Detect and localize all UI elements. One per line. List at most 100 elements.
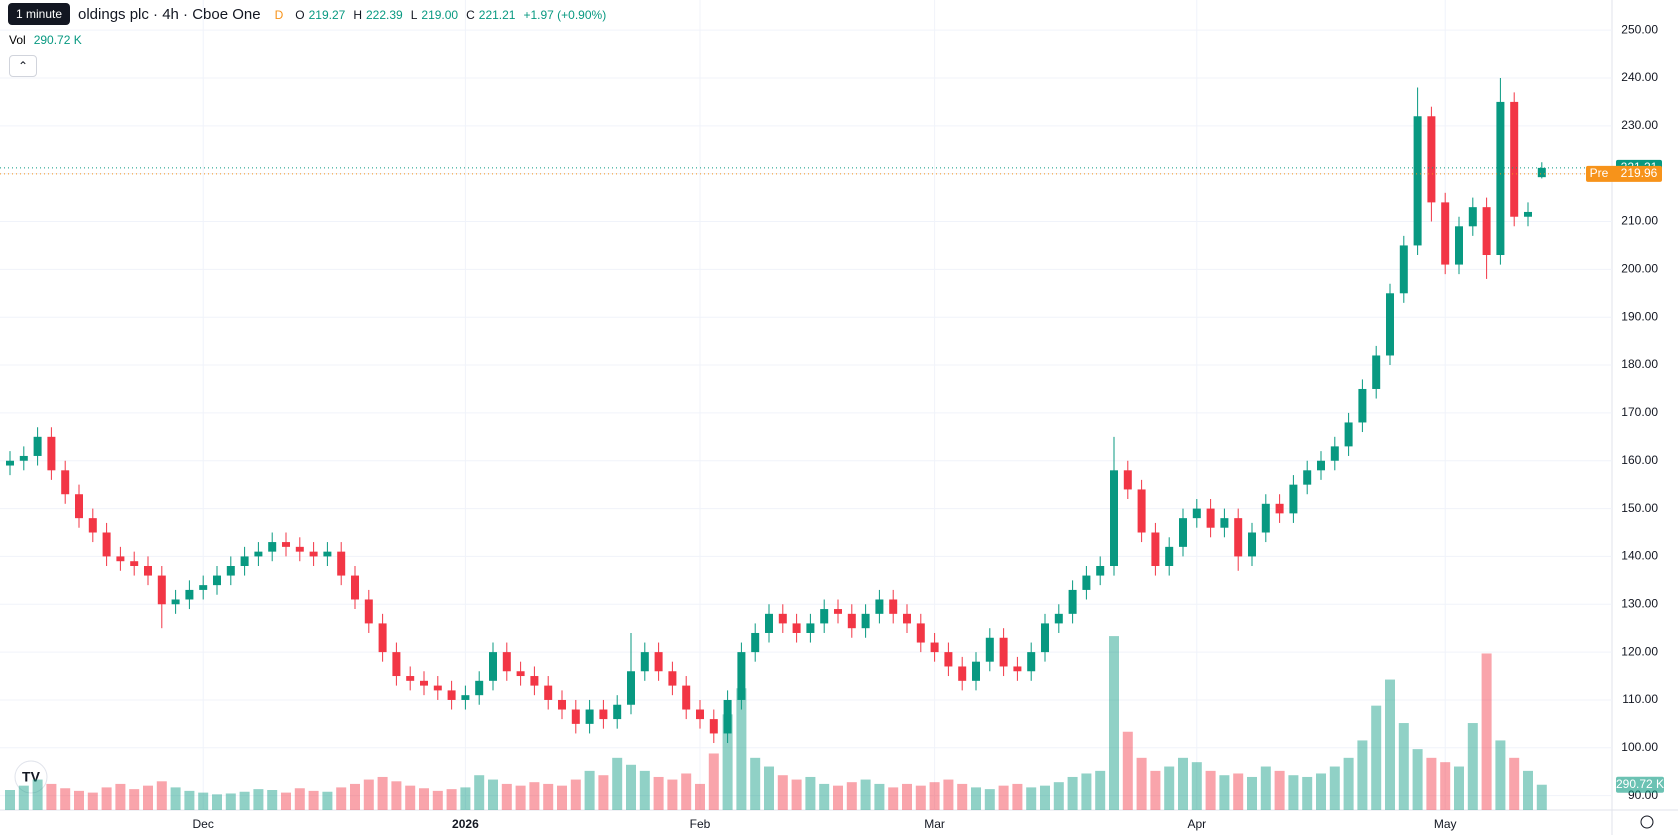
volume-bar	[281, 792, 291, 810]
x-tick-label: 2026	[452, 817, 479, 831]
candle-body	[171, 599, 180, 605]
candle-body	[6, 460, 14, 466]
volume-bar	[805, 776, 816, 810]
candle-body	[1206, 508, 1215, 528]
volume-bar	[1109, 636, 1119, 810]
volume-badge-label: 290.72 K	[1616, 777, 1664, 791]
volume-bar	[1136, 757, 1147, 810]
volume-bar	[1081, 773, 1092, 810]
volume-bar	[695, 783, 705, 810]
x-tick-label: May	[1434, 817, 1457, 831]
volume-bar	[639, 770, 650, 810]
volume-bar	[60, 788, 71, 810]
candle-body	[337, 551, 346, 576]
candle-body	[999, 637, 1008, 667]
y-tick-label: 100.00	[1621, 740, 1658, 754]
volume-bar	[1095, 770, 1106, 810]
candle-body	[199, 585, 208, 590]
volume-bar	[653, 776, 664, 810]
candle-body	[102, 532, 111, 557]
candle-body	[1537, 167, 1546, 178]
symbol-title[interactable]: oldings plc · 4h · Cboe One	[78, 6, 261, 23]
volume-bar	[74, 790, 84, 810]
volume-bar	[529, 782, 540, 810]
volume-bar	[432, 790, 443, 810]
volume-bar	[722, 714, 733, 810]
y-tick-label: 230.00	[1621, 118, 1658, 132]
tv-logo: TV	[14, 760, 48, 794]
candle-body	[558, 699, 566, 710]
volume-bars	[5, 636, 1547, 810]
volume-bar	[488, 779, 498, 810]
candle-body	[1330, 446, 1339, 461]
candle-body	[364, 599, 373, 624]
volume-bar	[1495, 740, 1506, 810]
volume-bar	[391, 781, 402, 810]
candle-body	[33, 436, 42, 456]
candle-body	[75, 494, 83, 519]
candle-body	[19, 455, 28, 461]
candle-body	[295, 546, 304, 552]
candle-body	[88, 518, 97, 533]
candle-body	[378, 623, 387, 653]
volume-bar	[1454, 766, 1464, 810]
settings-icon[interactable]	[1640, 815, 1654, 829]
candle-body	[944, 652, 953, 667]
volume-bar	[115, 783, 126, 810]
candle-body	[1151, 532, 1160, 566]
volume-bar	[819, 783, 830, 810]
volume-badge	[1616, 776, 1664, 793]
candle-body	[61, 470, 70, 495]
volume-bar	[32, 779, 43, 810]
y-tick-label: 120.00	[1621, 644, 1658, 658]
volume-bar	[198, 792, 209, 810]
candle-body	[502, 652, 511, 672]
volume-bar	[1178, 757, 1188, 810]
candle-body	[737, 652, 746, 700]
volume-bar	[1357, 740, 1368, 810]
volume-bar	[101, 787, 112, 810]
volume-bar	[929, 782, 940, 810]
candle-body	[323, 551, 332, 557]
candle-body	[254, 551, 263, 557]
candle-body	[1261, 503, 1270, 533]
volume-bar	[377, 776, 388, 810]
candle-body	[916, 623, 925, 643]
candle-body	[1041, 623, 1049, 653]
candle-body	[1496, 101, 1505, 256]
y-tick-label: 210.00	[1621, 214, 1658, 228]
volume-bar	[902, 783, 912, 810]
candle-body	[130, 561, 139, 566]
volume-legend: Vol 290.72 K	[9, 33, 82, 47]
ohlc-value: 222.39	[366, 7, 403, 22]
ohlc-value: 221.21	[478, 7, 516, 22]
volume-bar	[87, 792, 98, 810]
candle-body	[958, 666, 967, 681]
volume-bar	[253, 789, 264, 810]
volume-bar	[846, 782, 857, 810]
volume-bar	[570, 779, 581, 810]
candle-body	[1248, 532, 1256, 557]
volume-bar	[998, 785, 1009, 810]
candle-body	[489, 652, 497, 681]
volume-bar	[1509, 757, 1520, 810]
candle-body	[1013, 666, 1022, 672]
x-tick-label: Dec	[193, 817, 214, 831]
volume-bar	[294, 788, 305, 810]
candle-body	[972, 661, 980, 681]
candle-body	[1275, 503, 1284, 514]
candle-body	[213, 575, 221, 586]
ohlc-value: 219.00	[421, 7, 459, 22]
candle-body	[1179, 518, 1187, 547]
volume-bar	[708, 753, 719, 810]
volume-bar	[225, 793, 236, 810]
collapse-button[interactable]: ⌃	[9, 55, 37, 77]
candle-body	[723, 699, 732, 734]
ohlc-key: O	[295, 7, 305, 22]
ohlc-key: C	[466, 7, 475, 22]
change: +1.97 (+0.90%)	[523, 7, 607, 22]
candle-body	[1455, 226, 1463, 265]
volume-bar	[156, 781, 167, 810]
